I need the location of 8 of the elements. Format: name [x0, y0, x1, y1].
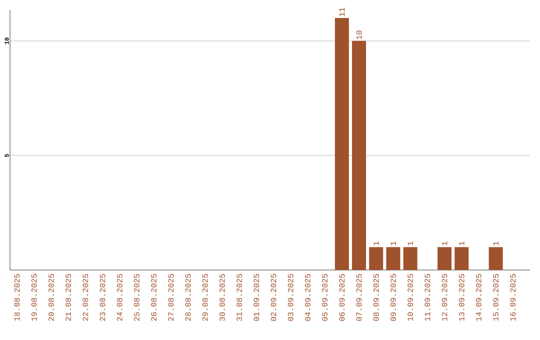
- bar: [488, 247, 503, 270]
- bar: [352, 40, 366, 270]
- bar: [438, 247, 452, 270]
- bar: [334, 18, 349, 270]
- bar: [454, 247, 469, 270]
- bar: [369, 247, 384, 270]
- bar: [403, 247, 418, 270]
- bar: [386, 247, 400, 270]
